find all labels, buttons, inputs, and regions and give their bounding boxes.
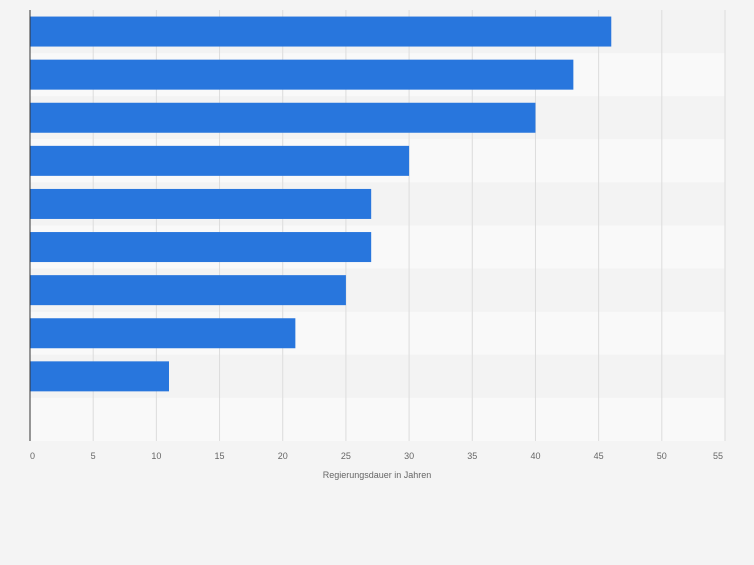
- x-tick-label: 10: [151, 451, 161, 461]
- x-tick-label: 35: [467, 451, 477, 461]
- x-tick-label: 45: [594, 451, 604, 461]
- bar-7: [30, 275, 346, 306]
- x-tick-label: 40: [530, 451, 540, 461]
- x-tick-label: 15: [215, 451, 225, 461]
- bar-2: [30, 59, 574, 90]
- bar-4: [30, 145, 410, 176]
- bar-3: [30, 102, 536, 133]
- x-tick-label: 0: [30, 451, 35, 461]
- bar-8: [30, 318, 296, 349]
- bar-5: [30, 188, 372, 219]
- x-tick-label: 20: [278, 451, 288, 461]
- bar-9: [30, 361, 169, 392]
- x-tick-label: 25: [341, 451, 351, 461]
- x-axis-label: Regierungsdauer in Jahren: [323, 470, 432, 480]
- x-tick-label: 50: [657, 451, 667, 461]
- x-tick-labels: 0 5 10 15 20 25 30 35 40 45 50 55: [30, 451, 723, 461]
- bar-6: [30, 232, 372, 263]
- row-band: [30, 397, 725, 441]
- x-tick-label: 30: [404, 451, 414, 461]
- bars: [30, 16, 612, 392]
- x-tick-label: 55: [713, 451, 723, 461]
- x-tick-label: 5: [91, 451, 96, 461]
- bar-1: [30, 16, 612, 47]
